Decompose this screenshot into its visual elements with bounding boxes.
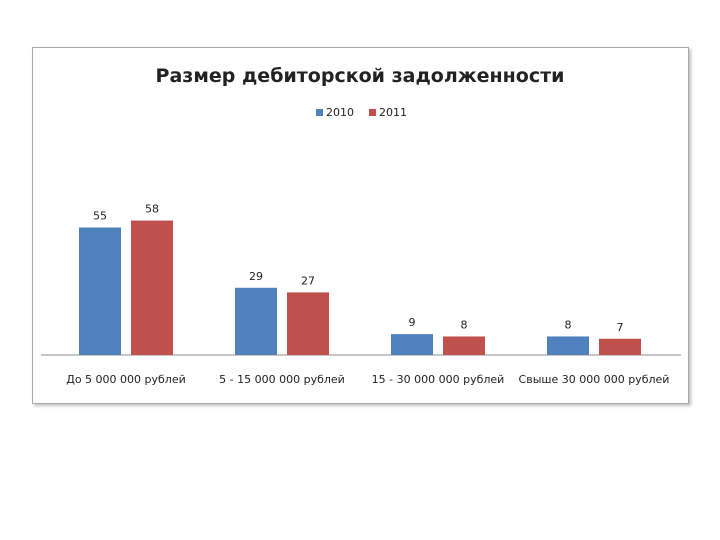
category-label-4: Свыше 30 000 000 рублей — [519, 373, 670, 386]
chart-frame: Размер дебиторской задолженности 2010 201… — [32, 47, 689, 404]
category-label-1: До 5 000 000 рублей — [66, 373, 186, 386]
legend-label-2010: 2010 — [326, 106, 354, 119]
bar-2010-2 — [235, 287, 277, 355]
value-labels-group: 55 58 29 27 9 8 8 7 — [93, 203, 624, 334]
bars-group — [79, 220, 641, 355]
category-label-2: 5 - 15 000 000 рублей — [219, 373, 345, 386]
legend-label-2011: 2011 — [379, 106, 407, 119]
bar-2010-1 — [79, 227, 121, 355]
bar-2011-4 — [599, 338, 641, 355]
category-label-3: 15 - 30 000 000 рублей — [372, 373, 505, 386]
bar-2011-3 — [443, 336, 485, 355]
category-labels-group: До 5 000 000 рублей 5 - 15 000 000 рублей… — [66, 373, 669, 386]
bar-2011-1 — [131, 220, 173, 355]
bar-2011-2 — [287, 292, 329, 355]
value-label-2010-4: 8 — [565, 318, 572, 331]
value-label-2010-3: 9 — [409, 316, 416, 329]
value-label-2011-2: 27 — [301, 274, 315, 287]
bar-2010-3 — [391, 334, 433, 355]
chart-legend: 2010 2011 — [316, 106, 407, 119]
bar-chart: Размер дебиторской задолженности 2010 201… — [41, 65, 681, 386]
value-label-2010-2: 29 — [249, 270, 263, 283]
bar-2010-4 — [547, 336, 589, 355]
value-label-2011-3: 8 — [461, 318, 468, 331]
value-label-2010-1: 55 — [93, 210, 107, 223]
value-label-2011-1: 58 — [145, 203, 159, 216]
legend-swatch-2010 — [316, 109, 323, 116]
chart-title: Размер дебиторской задолженности — [156, 65, 565, 87]
legend-swatch-2011 — [369, 109, 376, 116]
value-label-2011-4: 7 — [617, 321, 624, 334]
